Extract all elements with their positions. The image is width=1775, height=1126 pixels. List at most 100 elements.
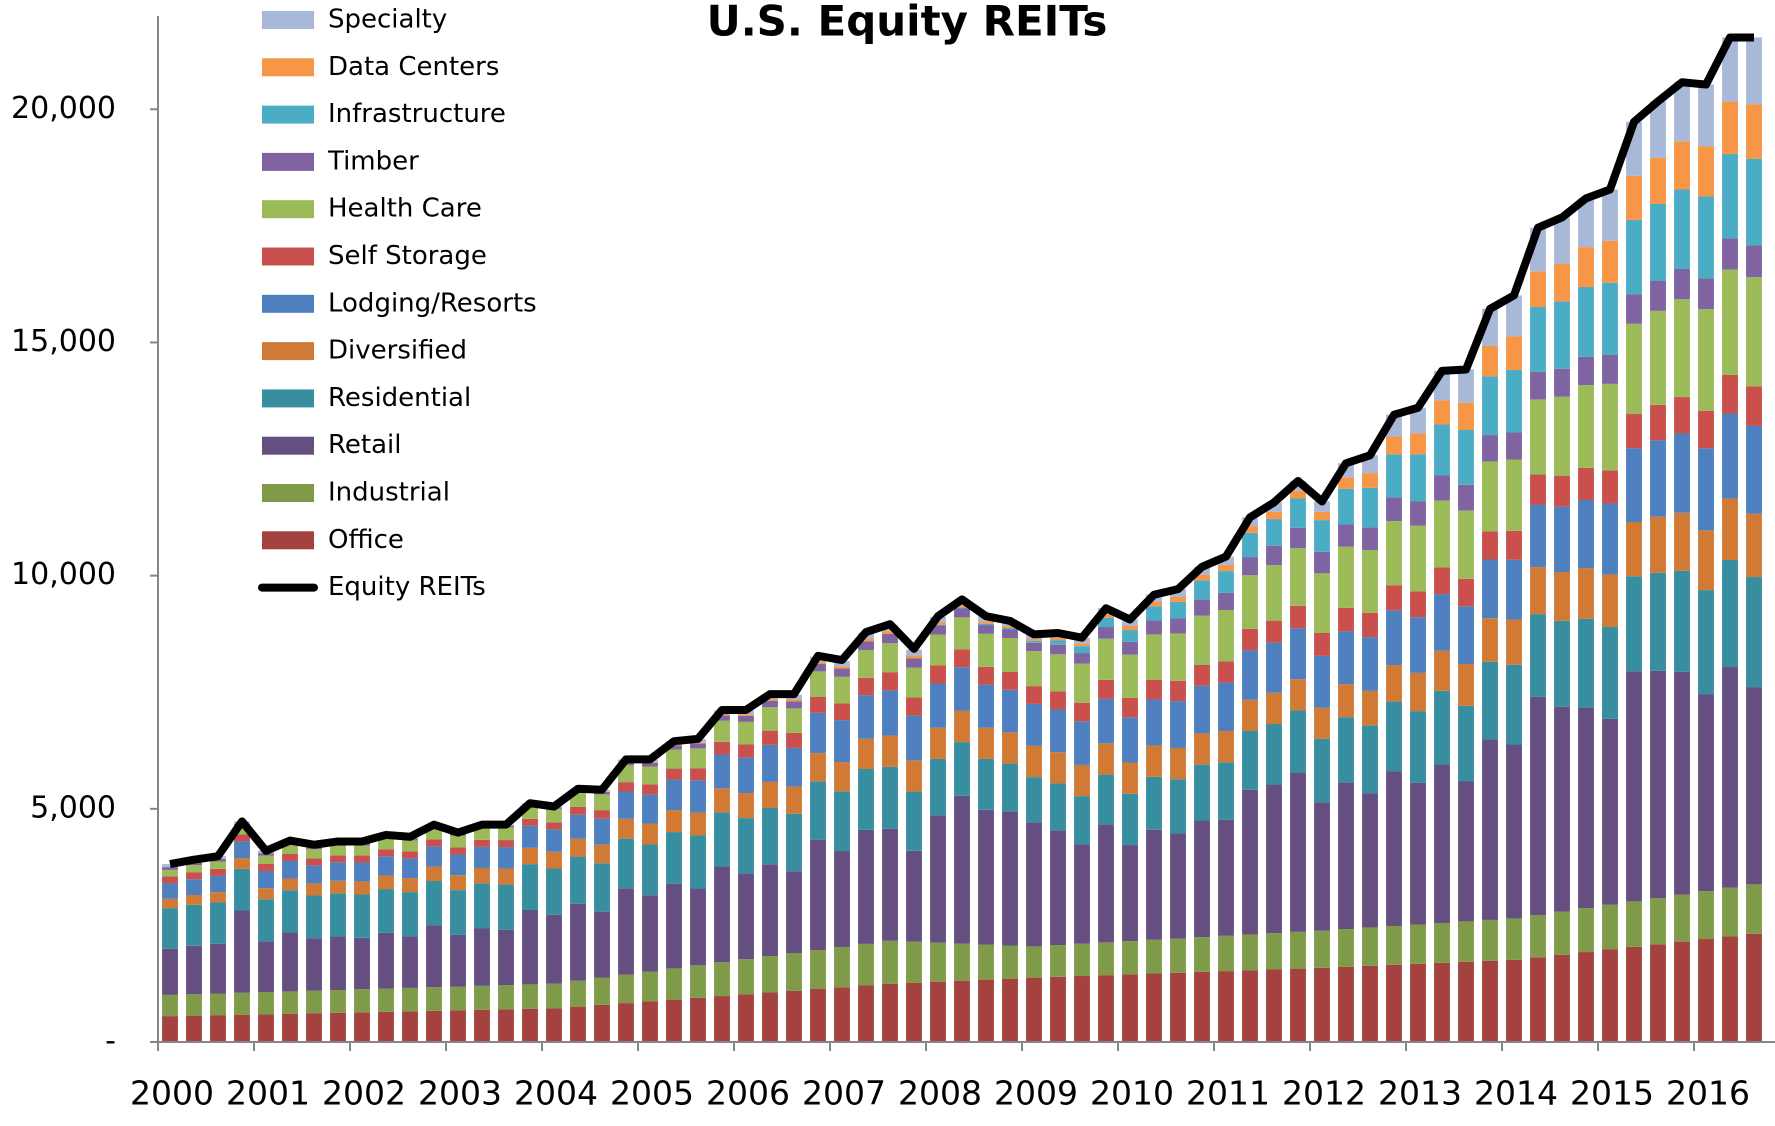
bar-segment xyxy=(642,784,658,795)
bar-segment xyxy=(282,932,298,992)
bar-segment xyxy=(906,658,922,668)
bar-segment xyxy=(1410,672,1426,712)
bar-segment xyxy=(1266,692,1282,725)
bar-segment xyxy=(1530,371,1546,400)
bar-segment xyxy=(1410,454,1426,502)
bar-segment xyxy=(1602,904,1618,950)
bar-segment xyxy=(1410,591,1426,618)
bar-segment xyxy=(738,744,754,758)
bar-segment xyxy=(1386,521,1402,586)
bar-segment xyxy=(1194,685,1210,734)
bar-segment xyxy=(1338,524,1354,547)
bar-segment xyxy=(1698,694,1714,892)
bar-segment xyxy=(906,760,922,792)
bar-segment xyxy=(690,997,706,1042)
bar-segment xyxy=(1290,628,1306,680)
bar-segment xyxy=(858,641,874,650)
bar-segment xyxy=(354,855,370,863)
bar-segment xyxy=(450,847,466,855)
bar-segment xyxy=(1650,670,1666,898)
bar-segment xyxy=(1746,277,1762,387)
bar-segment xyxy=(1218,682,1234,732)
bar-segment xyxy=(1026,946,1042,978)
bar-segment xyxy=(1434,764,1450,923)
bar-segment xyxy=(1626,671,1642,902)
bar-segment xyxy=(1482,559,1498,619)
bar-segment xyxy=(450,934,466,987)
bar-segment xyxy=(738,714,754,716)
bar-segment xyxy=(1290,548,1306,606)
bar-segment xyxy=(1218,661,1234,683)
bar-segment xyxy=(954,980,970,1042)
bar-segment xyxy=(402,878,418,893)
bar-segment xyxy=(1602,574,1618,627)
bar-segment xyxy=(1242,789,1258,935)
bar-segment xyxy=(1314,551,1330,574)
bar-segment xyxy=(1146,939,1162,974)
bar-segment xyxy=(1458,961,1474,1042)
bar-segment xyxy=(618,782,634,792)
bar-segment xyxy=(1074,643,1090,647)
bar-segment xyxy=(1386,585,1402,611)
bar-segment xyxy=(1146,829,1162,940)
bar-segment xyxy=(1386,497,1402,522)
bar-segment xyxy=(666,883,682,969)
bar-segment xyxy=(858,985,874,1042)
bar-segment xyxy=(378,849,394,857)
bar-segment xyxy=(1314,655,1330,708)
bar-segment xyxy=(1530,614,1546,697)
bar-segment xyxy=(1482,919,1498,961)
bar-segment xyxy=(1746,933,1762,1042)
bar-segment xyxy=(1458,664,1474,706)
bar-segment xyxy=(1626,294,1642,324)
bar-segment xyxy=(1650,203,1666,281)
bar-segment xyxy=(642,895,658,972)
bar-segment xyxy=(1530,504,1546,568)
bar-segment xyxy=(258,1014,274,1042)
bar-segment xyxy=(210,892,226,903)
bar-segment xyxy=(1314,632,1330,656)
bar-segment xyxy=(690,768,706,781)
legend-swatch xyxy=(262,11,314,29)
bar-segment xyxy=(378,932,394,989)
bar-segment xyxy=(210,858,226,862)
bar-segment xyxy=(930,683,946,728)
bar-segment xyxy=(1098,774,1114,825)
bar-segment xyxy=(1146,745,1162,777)
bar-segment xyxy=(1386,665,1402,702)
bar-segment xyxy=(1266,511,1282,520)
bar-segment xyxy=(1266,784,1282,934)
bar-segment xyxy=(666,999,682,1042)
bar-segment xyxy=(1146,776,1162,830)
bar-segment xyxy=(714,754,730,789)
x-tick-label: 2000 xyxy=(130,1074,214,1113)
legend-swatch xyxy=(262,389,314,408)
bar-segment xyxy=(450,835,466,848)
bar-segment xyxy=(330,855,346,863)
bar-segment xyxy=(1338,488,1354,525)
x-tick-label: 2009 xyxy=(994,1074,1078,1113)
bar-segment xyxy=(570,980,586,1007)
bar-segment xyxy=(1098,638,1114,680)
bar-segment xyxy=(522,847,538,865)
bar-segment xyxy=(1026,777,1042,823)
bar-segment xyxy=(1026,640,1042,643)
bar-segment xyxy=(1338,684,1354,718)
bar-segment xyxy=(474,827,490,840)
bar-segment xyxy=(954,710,970,743)
bar-segment xyxy=(1506,295,1522,337)
bar-segment xyxy=(570,1006,586,1042)
bar-segment xyxy=(954,617,970,650)
bar-segment xyxy=(1026,703,1042,746)
bar-segment xyxy=(1170,596,1186,602)
bar-segment xyxy=(1506,619,1522,665)
bar-segment xyxy=(930,624,946,626)
legend-label: Infrastructure xyxy=(328,99,506,129)
bar-segment xyxy=(1218,592,1234,611)
bar-segment xyxy=(1578,707,1594,909)
bar-segment xyxy=(378,875,394,890)
bar-segment xyxy=(930,758,946,816)
bar-segment xyxy=(1218,731,1234,763)
bar-segment xyxy=(162,883,178,899)
